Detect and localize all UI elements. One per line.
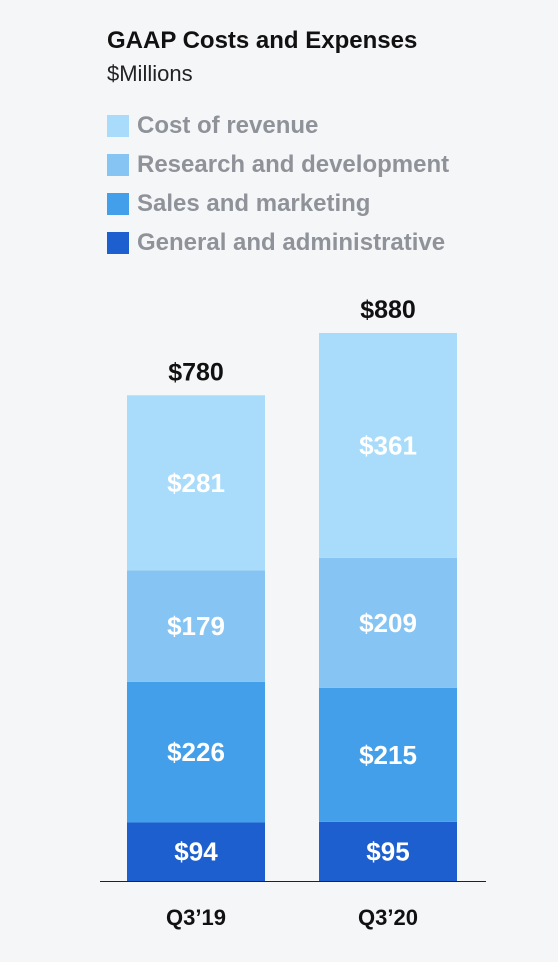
data-label-cost-of-revenue-1: $281 — [167, 468, 225, 498]
legend-label-sales-and-marketing: Sales and marketing — [137, 189, 371, 217]
category-label-2: Q3’20 — [358, 905, 418, 930]
data-label-research-and-development-1: $179 — [167, 611, 225, 641]
data-label-sales-and-marketing-2: $215 — [359, 740, 417, 770]
legend-swatch-sales-and-marketing — [107, 192, 129, 215]
data-label-research-and-development-2: $209 — [359, 608, 417, 638]
legend-item-research-and-development: Research and development — [107, 145, 449, 184]
bar-general-and-administrative-2 — [319, 821, 457, 881]
total-label-1: $780 — [168, 358, 224, 386]
bar-sales-and-marketing-2 — [319, 687, 457, 822]
chart-title: GAAP Costs and Expenses — [107, 27, 418, 54]
bar-research-and-development-2 — [319, 557, 457, 688]
legend-swatch-cost-of-revenue — [107, 114, 129, 137]
category-label-1: Q3’19 — [166, 905, 226, 930]
bar-cost-of-revenue-1 — [127, 395, 265, 571]
bar-general-and-administrative-1 — [127, 822, 265, 881]
legend: Cost of revenue Research and development… — [107, 106, 449, 262]
bar-sales-and-marketing-1 — [127, 681, 265, 823]
bar-cost-of-revenue-2 — [319, 333, 457, 558]
legend-label-cost-of-revenue: Cost of revenue — [137, 111, 319, 139]
legend-swatch-general-and-administrative — [107, 231, 129, 254]
bar-research-and-development-1 — [127, 570, 265, 682]
data-label-cost-of-revenue-2: $361 — [359, 430, 417, 460]
total-label-2: $880 — [360, 296, 416, 324]
data-label-general-and-administrative-1: $94 — [174, 837, 218, 867]
data-label-general-and-administrative-2: $95 — [366, 836, 409, 866]
legend-item-sales-and-marketing: Sales and marketing — [107, 184, 449, 223]
legend-label-general-and-administrative: General and administrative — [137, 228, 446, 256]
data-label-sales-and-marketing-1: $226 — [167, 737, 225, 767]
chart-subtitle: $Millions — [107, 61, 193, 86]
legend-swatch-research-and-development — [107, 153, 129, 176]
legend-item-cost-of-revenue: Cost of revenue — [107, 106, 449, 145]
legend-item-general-and-administrative: General and administrative — [107, 223, 449, 262]
legend-label-research-and-development: Research and development — [137, 150, 450, 178]
